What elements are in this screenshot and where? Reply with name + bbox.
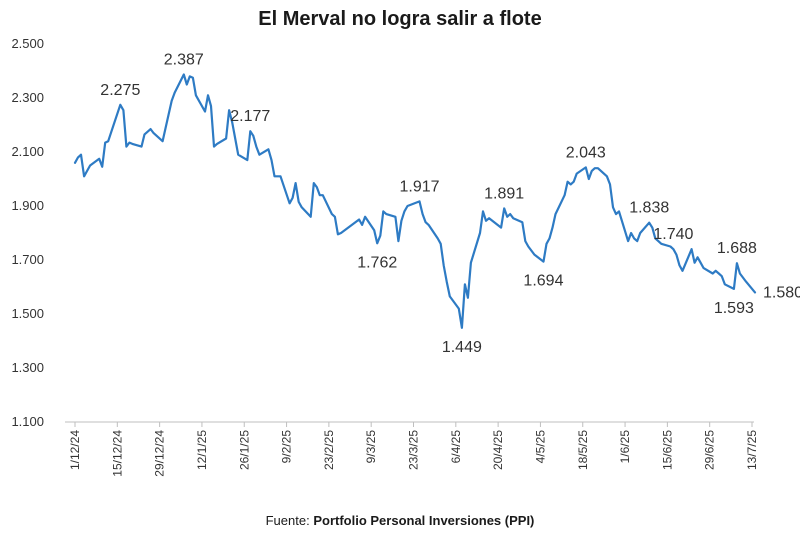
- x-tick-label: 12/1/25: [195, 430, 209, 470]
- x-axis: 1/12/24 15/12/24 29/12/24 12/1/25 26/1/25 9/2…: [65, 421, 759, 477]
- x-tick-label: 29/6/25: [703, 430, 717, 470]
- y-axis: 2.500 2.300 2.100 1.900 1.700 1.500 1.300 1.100: [11, 36, 44, 429]
- x-tick-label: 1/6/25: [618, 430, 632, 464]
- y-tick-label: 1.900: [11, 198, 44, 213]
- x-tick-label: 29/12/24: [153, 430, 167, 477]
- series-group: [73, 73, 757, 329]
- y-tick-label: 2.300: [11, 90, 44, 105]
- y-tick-label: 1.300: [11, 360, 44, 375]
- x-tick-label: 23/3/25: [407, 430, 421, 470]
- data-label: 1.593: [714, 300, 754, 317]
- data-label: 2.387: [164, 52, 204, 69]
- data-label: 1.762: [357, 254, 397, 271]
- x-tick-label: 9/3/25: [364, 430, 378, 464]
- data-label: 1.449: [442, 339, 482, 356]
- x-tick-label: 6/4/25: [449, 430, 463, 464]
- x-tick-label: 1/12/24: [68, 430, 82, 470]
- data-label: 1.891: [484, 185, 524, 202]
- data-label: 1.740: [653, 226, 693, 243]
- x-tick-label: 26/1/25: [237, 430, 251, 470]
- data-label: 1.580: [763, 284, 800, 301]
- data-label: 2.275: [100, 82, 140, 99]
- x-tick-label: 23/2/25: [322, 430, 336, 470]
- series-line: [73, 73, 757, 329]
- y-tick-label: 2.100: [11, 144, 44, 159]
- x-tick-label: 15/6/25: [660, 430, 674, 470]
- y-tick-label: 1.700: [11, 252, 44, 267]
- data-label: 1.688: [717, 240, 757, 257]
- y-tick-label: 1.100: [11, 414, 44, 429]
- x-tick-label: 18/5/25: [576, 430, 590, 470]
- x-tick-label: 4/5/25: [533, 430, 547, 464]
- data-label: 2.043: [566, 144, 606, 161]
- y-tick-label: 1.500: [11, 306, 44, 321]
- x-tick-label: 20/4/25: [491, 430, 505, 470]
- source-prefix: Fuente:: [265, 513, 310, 528]
- x-tick-label: 9/2/25: [280, 430, 294, 464]
- source-note: Fuente: Portfolio Personal Inversiones (…: [0, 513, 800, 528]
- data-label: 1.917: [400, 178, 440, 195]
- data-label: 1.694: [523, 273, 563, 290]
- x-tick-label: 15/12/24: [110, 430, 124, 477]
- data-label: 1.838: [629, 200, 669, 217]
- y-tick-label: 2.500: [11, 36, 44, 51]
- data-label: 2.177: [230, 108, 270, 125]
- chart-title: El Merval no logra salir a flote: [258, 8, 542, 30]
- source-name: Portfolio Personal Inversiones (PPI): [313, 513, 535, 528]
- data-labels: 2.275 2.387 2.177 1.762 1.917 1.449 1.891 1.694…: [100, 52, 800, 356]
- x-tick-label: 13/7/25: [745, 430, 759, 470]
